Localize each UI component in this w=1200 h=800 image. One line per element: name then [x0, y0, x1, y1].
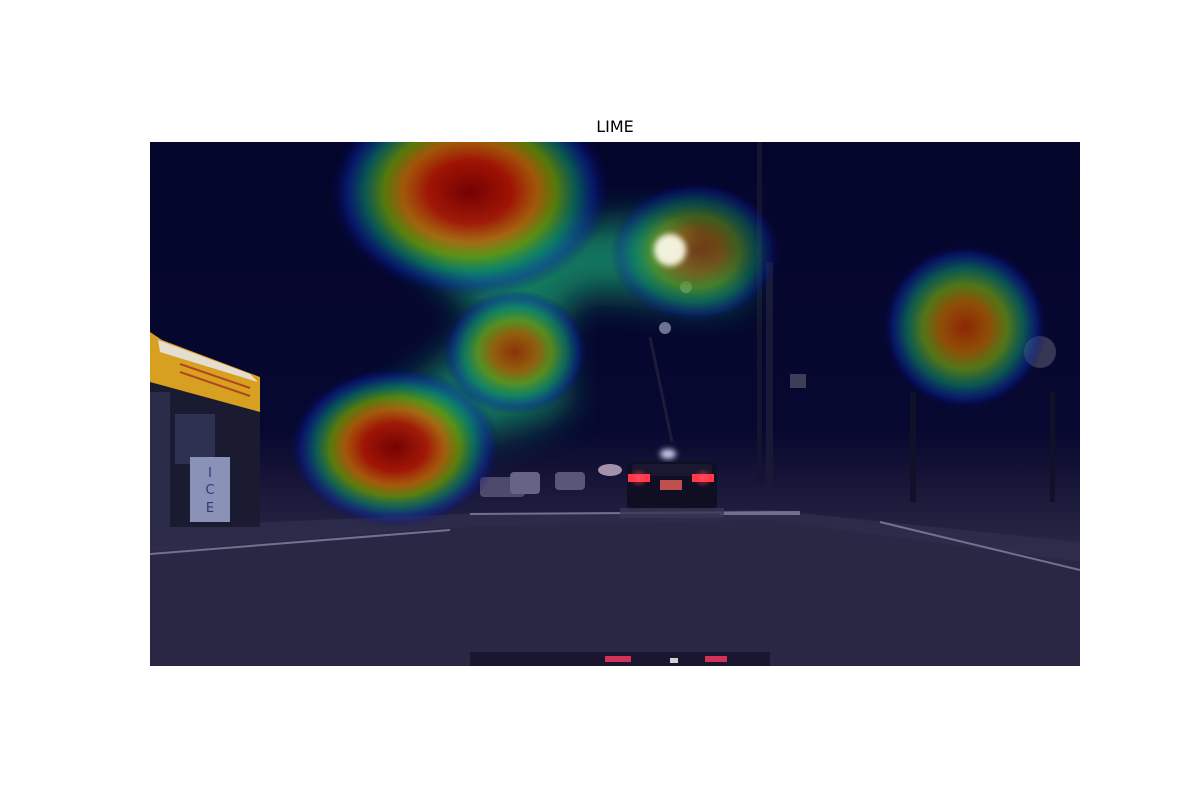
ice-letter-i: I: [208, 466, 212, 481]
lead-car: [620, 462, 724, 518]
heat-blob-lower-left: [290, 367, 500, 527]
ice-box: [190, 457, 230, 522]
heat-blob-middle: [443, 290, 587, 414]
heat-blob-right: [883, 245, 1047, 409]
parked-cars: [480, 472, 585, 497]
ice-letter-e: E: [206, 501, 214, 516]
image-axes: I C E: [150, 142, 1080, 666]
dashboard-reflections: [470, 652, 770, 666]
road-surface: [150, 520, 1080, 666]
ice-letter-c: C: [205, 483, 214, 498]
lime-heatmap-image: I C E: [150, 142, 1080, 666]
storefront: I C E: [150, 332, 260, 527]
figure-title: LIME: [596, 117, 634, 136]
heatmap-overlay: [290, 142, 1047, 527]
distant-lights: [598, 449, 676, 476]
heat-blob-lamp: [610, 182, 780, 322]
lamp-reflection: [659, 322, 671, 334]
utility-poles: [648, 142, 1055, 502]
heat-blob-top: [330, 142, 610, 297]
